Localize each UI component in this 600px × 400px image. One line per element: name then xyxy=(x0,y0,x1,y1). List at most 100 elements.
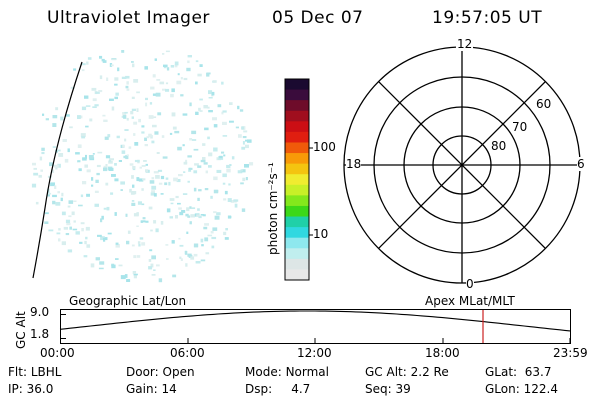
emission-speckle xyxy=(213,124,218,128)
colorbar-band xyxy=(285,142,309,154)
emission-speckle xyxy=(189,167,193,170)
emission-speckle xyxy=(237,105,240,110)
emission-speckle xyxy=(88,155,94,159)
emission-speckle xyxy=(85,125,89,128)
emission-speckle xyxy=(58,153,64,157)
colorbar-band xyxy=(285,205,309,218)
emission-speckle xyxy=(166,208,171,213)
colorbar-tick-label-100: 100 xyxy=(313,140,336,154)
emission-speckle xyxy=(148,266,153,270)
emission-speckle xyxy=(151,177,155,180)
emission-speckle xyxy=(152,74,156,78)
colorbar-band xyxy=(285,269,309,281)
emission-speckle xyxy=(121,50,125,53)
emission-speckle xyxy=(241,126,244,130)
emission-speckle xyxy=(60,197,63,202)
emission-speckle xyxy=(197,197,200,201)
altitude-plot xyxy=(59,309,571,344)
emission-speckle xyxy=(136,91,140,94)
emission-speckle xyxy=(131,200,135,202)
emission-speckle xyxy=(222,182,226,185)
emission-speckle xyxy=(55,107,59,111)
emission-speckle xyxy=(150,192,155,196)
emission-speckle xyxy=(131,175,134,179)
emission-speckle xyxy=(214,215,220,220)
emission-speckle xyxy=(249,162,254,166)
emission-speckle xyxy=(222,173,227,178)
emission-speckle xyxy=(77,144,82,148)
emission-speckle xyxy=(79,241,83,244)
emission-speckle xyxy=(158,182,163,185)
emission-speckle xyxy=(245,177,248,181)
lat-label-60: 60 xyxy=(536,97,552,111)
info-flt: Flt: LBHL xyxy=(8,365,62,379)
colorbar-unit-label: photon cm⁻²s⁻¹ xyxy=(266,162,280,255)
emission-speckle xyxy=(98,267,104,270)
emission-speckle xyxy=(170,93,174,98)
emission-speckle xyxy=(105,182,109,186)
emission-speckle xyxy=(90,263,95,268)
emission-speckle xyxy=(186,231,189,234)
emission-speckle xyxy=(195,60,199,63)
emission-speckle xyxy=(89,118,93,122)
emission-speckle xyxy=(131,116,134,119)
emission-speckle xyxy=(172,274,177,278)
emission-speckle xyxy=(103,237,108,241)
emission-speckle xyxy=(120,181,125,185)
emission-speckle xyxy=(142,178,146,181)
emission-speckle xyxy=(115,242,119,245)
emission-speckle xyxy=(65,219,71,223)
emission-speckle xyxy=(95,257,100,261)
emission-speckle xyxy=(223,231,227,236)
emission-speckle xyxy=(137,241,141,244)
emission-speckle xyxy=(78,168,82,172)
emission-speckle xyxy=(163,64,168,67)
emission-speckle xyxy=(75,152,80,155)
emission-speckle xyxy=(47,192,50,197)
emission-speckle xyxy=(110,64,114,67)
altitude-curve xyxy=(59,310,571,332)
emission-speckle xyxy=(177,146,182,151)
emission-speckle xyxy=(40,169,43,172)
emission-speckle xyxy=(32,162,36,166)
emission-speckle xyxy=(102,114,106,117)
emission-speckle xyxy=(131,61,134,63)
emission-speckle xyxy=(106,77,109,81)
emission-speckle xyxy=(230,200,235,203)
emission-speckle xyxy=(121,150,126,154)
emission-speckle xyxy=(223,154,226,157)
emission-speckle xyxy=(151,255,156,260)
emission-speckle xyxy=(52,123,57,127)
emission-speckle xyxy=(123,155,127,159)
emission-speckle xyxy=(133,121,138,125)
emission-speckle xyxy=(105,155,111,159)
emission-speckle xyxy=(60,116,64,121)
emission-speckle xyxy=(121,115,124,118)
emission-speckle xyxy=(180,77,183,80)
emission-speckle xyxy=(130,111,134,115)
emission-speckle xyxy=(242,136,247,139)
emission-speckle xyxy=(171,112,176,117)
emission-speckle xyxy=(84,95,89,99)
emission-speckle xyxy=(154,58,157,61)
emission-speckle xyxy=(242,177,246,182)
emission-speckle xyxy=(38,174,42,178)
emission-speckle xyxy=(115,92,119,96)
emission-speckle xyxy=(181,210,186,213)
emission-speckle xyxy=(231,156,235,160)
emission-speckle xyxy=(199,98,203,101)
emission-speckle xyxy=(86,169,91,173)
emission-speckle xyxy=(122,112,127,117)
emission-speckle xyxy=(86,61,89,65)
emission-speckle xyxy=(187,180,190,183)
emission-speckle xyxy=(131,244,135,247)
emission-speckle xyxy=(198,107,201,111)
emission-speckle xyxy=(132,191,137,195)
emission-speckle xyxy=(169,216,173,219)
emission-speckle xyxy=(190,214,195,218)
terminator-limb-line xyxy=(32,61,83,279)
emission-speckle xyxy=(82,181,87,185)
auroral-emission-speckles xyxy=(31,50,254,283)
emission-speckle xyxy=(62,139,67,142)
emission-speckle xyxy=(206,73,210,77)
